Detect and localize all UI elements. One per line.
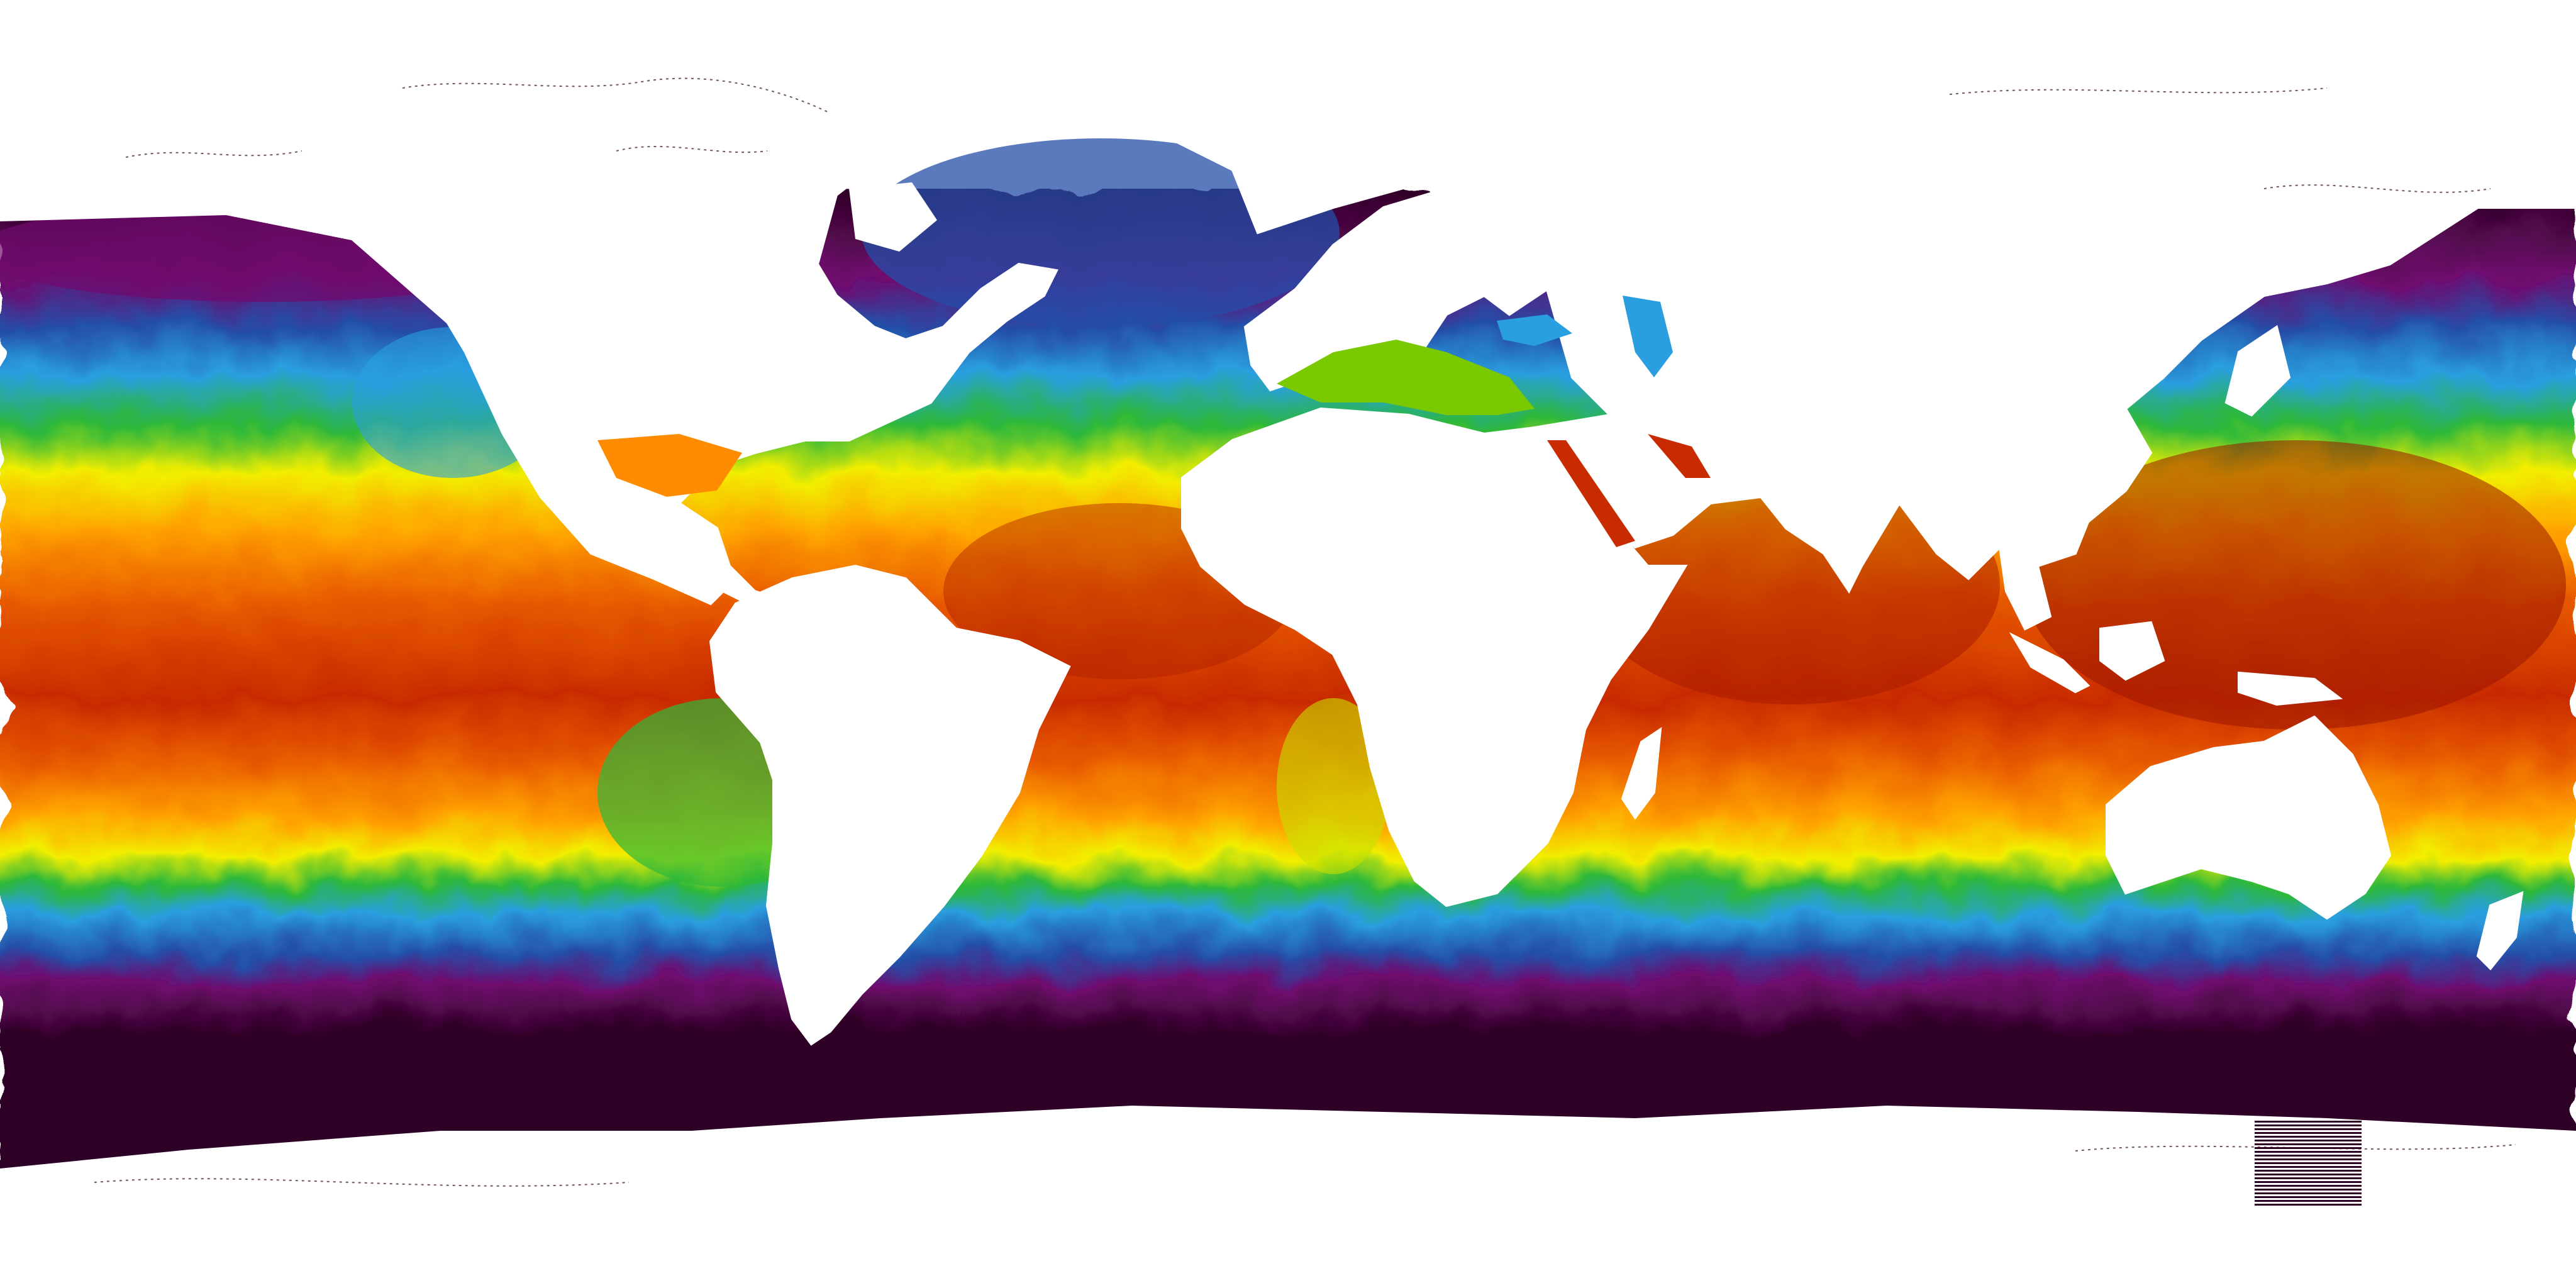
- new-guinea: [2238, 671, 2343, 706]
- new-zealand: [2476, 891, 2524, 970]
- sumatra: [2009, 632, 2090, 694]
- indochina: [1998, 545, 2052, 631]
- madagascar: [1621, 726, 1662, 820]
- caspian-sea: [1623, 296, 1673, 377]
- north-atlantic-cold: [862, 138, 1340, 327]
- hudson-bay: [849, 182, 937, 252]
- persian-gulf: [1648, 434, 1711, 478]
- india: [1757, 494, 1863, 594]
- japan: [2224, 325, 2291, 417]
- borneo: [2099, 621, 2165, 681]
- antarctica: [0, 1105, 2576, 1288]
- africa: [1181, 407, 1688, 908]
- gulf-of-mexico: [597, 434, 742, 497]
- striped-legend-icon: [2255, 1119, 2362, 1208]
- red-sea: [1547, 440, 1635, 547]
- north-america: [226, 194, 1058, 606]
- south-america: [709, 564, 1071, 1046]
- warm-pool-indian-ocean: [1585, 465, 2000, 704]
- black-sea: [1497, 314, 1572, 346]
- cold-tongue-benguela: [1277, 698, 1390, 874]
- australia: [2106, 715, 2392, 920]
- mediterranean-sea: [1277, 340, 1535, 415]
- greenland: [1103, 80, 1348, 172]
- arctic-coastline-outlines: [94, 77, 2516, 1187]
